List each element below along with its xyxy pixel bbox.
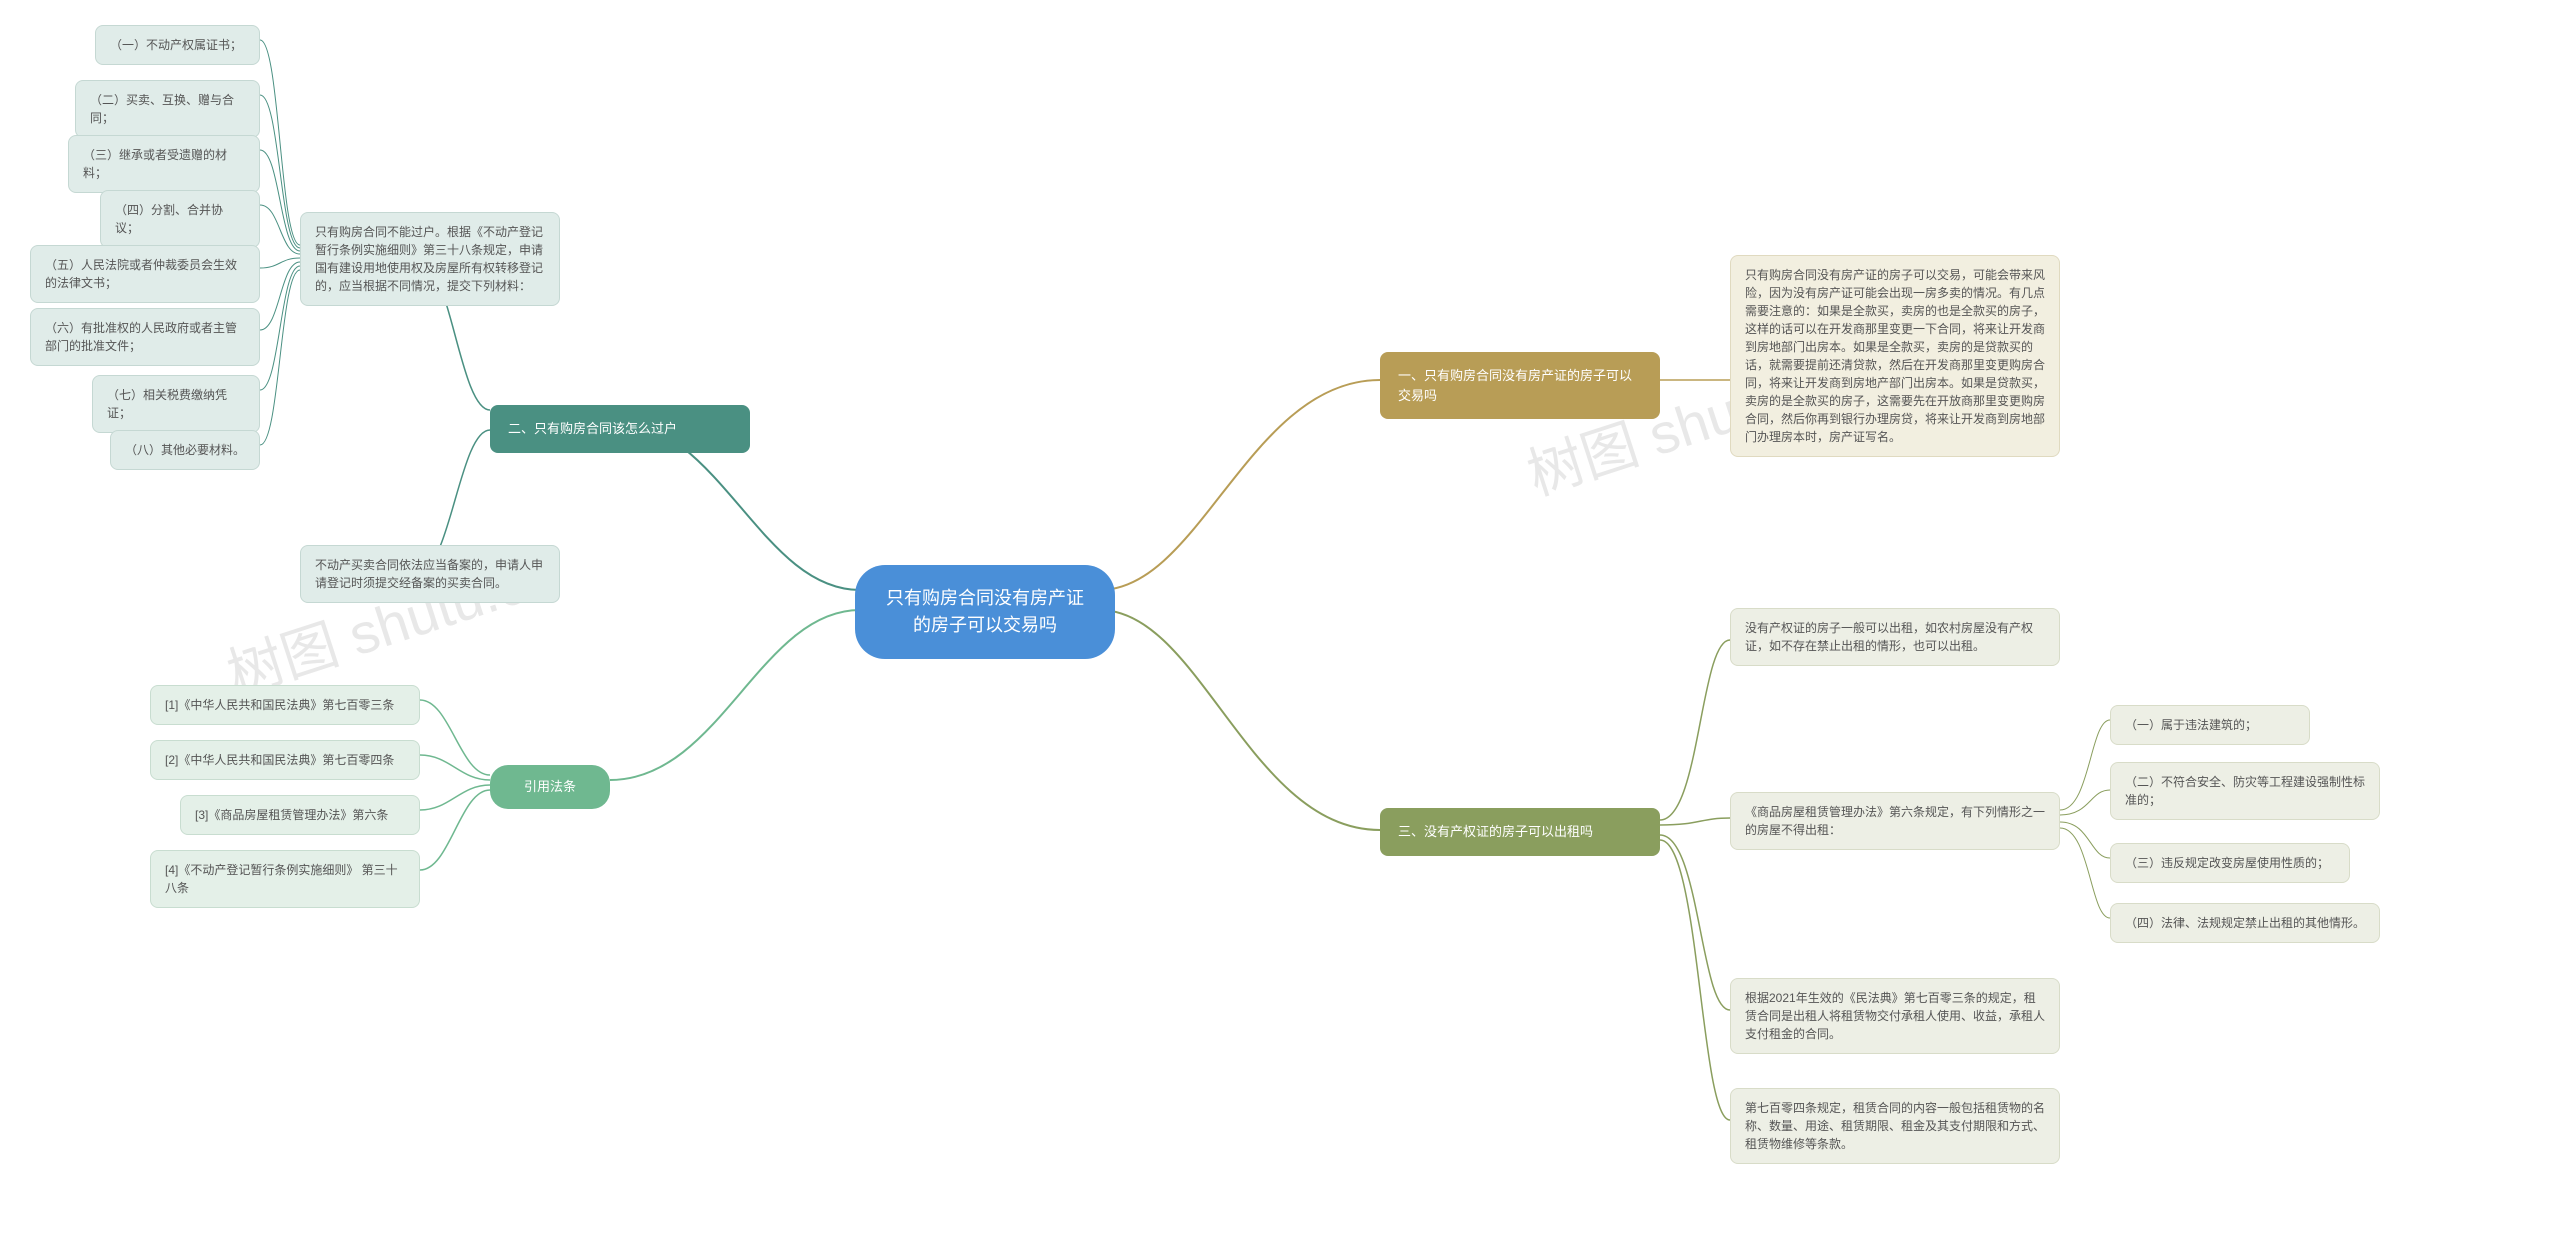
b2-item-3: （三）继承或者受遗赠的材料； bbox=[68, 135, 260, 193]
b4-item-3: [3]《商品房屋租赁管理办法》第六条 bbox=[180, 795, 420, 835]
b2-item-5: （五）人民法院或者仲裁委员会生效的法律文书； bbox=[30, 245, 260, 303]
branch-1: 一、只有购房合同没有房产证的房子可以交易吗 bbox=[1380, 352, 1660, 419]
b3-leaf4: 第七百零四条规定，租赁合同的内容一般包括租赁物的名称、数量、用途、租赁期限、租金… bbox=[1730, 1088, 2060, 1164]
b3-subitem-2: （二）不符合安全、防灾等工程建设强制性标准的； bbox=[2110, 762, 2380, 820]
connectors bbox=[0, 0, 2560, 1234]
b2-item-2: （二）买卖、互换、赠与合同； bbox=[75, 80, 260, 138]
root-node: 只有购房合同没有房产证的房子可以交易吗 bbox=[855, 565, 1115, 659]
branch-2: 二、只有购房合同该怎么过户 bbox=[490, 405, 750, 453]
branch-4: 引用法条 bbox=[490, 765, 610, 809]
b2-item-6: （六）有批准权的人民政府或者主管部门的批准文件； bbox=[30, 308, 260, 366]
b4-item-2: [2]《中华人民共和国民法典》第七百零四条 bbox=[150, 740, 420, 780]
b3-sub: 《商品房屋租赁管理办法》第六条规定，有下列情形之一的房屋不得出租： bbox=[1730, 792, 2060, 850]
b2-note: 不动产买卖合同依法应当备案的，申请人申请登记时须提交经备案的买卖合同。 bbox=[300, 545, 560, 603]
b3-leaf1: 没有产权证的房子一般可以出租，如农村房屋没有产权证，如不存在禁止出租的情形，也可… bbox=[1730, 608, 2060, 666]
b2-item-4: （四）分割、合并协议； bbox=[100, 190, 260, 248]
b2-intro: 只有购房合同不能过户。根据《不动产登记暂行条例实施细则》第三十八条规定，申请国有… bbox=[300, 212, 560, 306]
b3-subitem-4: （四）法律、法规规定禁止出租的其他情形。 bbox=[2110, 903, 2380, 943]
b2-item-1: （一）不动产权属证书； bbox=[95, 25, 260, 65]
b3-subitem-1: （一）属于违法建筑的； bbox=[2110, 705, 2310, 745]
b2-item-7: （七）相关税费缴纳凭证； bbox=[92, 375, 260, 433]
b4-item-4: [4]《不动产登记暂行条例实施细则》 第三十八条 bbox=[150, 850, 420, 908]
b4-item-1: [1]《中华人民共和国民法典》第七百零三条 bbox=[150, 685, 420, 725]
b1-leaf1: 只有购房合同没有房产证的房子可以交易，可能会带来风险，因为没有房产证可能会出现一… bbox=[1730, 255, 2060, 457]
b3-leaf3: 根据2021年生效的《民法典》第七百零三条的规定，租赁合同是出租人将租赁物交付承… bbox=[1730, 978, 2060, 1054]
b3-subitem-3: （三）违反规定改变房屋使用性质的； bbox=[2110, 843, 2350, 883]
branch-3: 三、没有产权证的房子可以出租吗 bbox=[1380, 808, 1660, 856]
b2-item-8: （八）其他必要材料。 bbox=[110, 430, 260, 470]
